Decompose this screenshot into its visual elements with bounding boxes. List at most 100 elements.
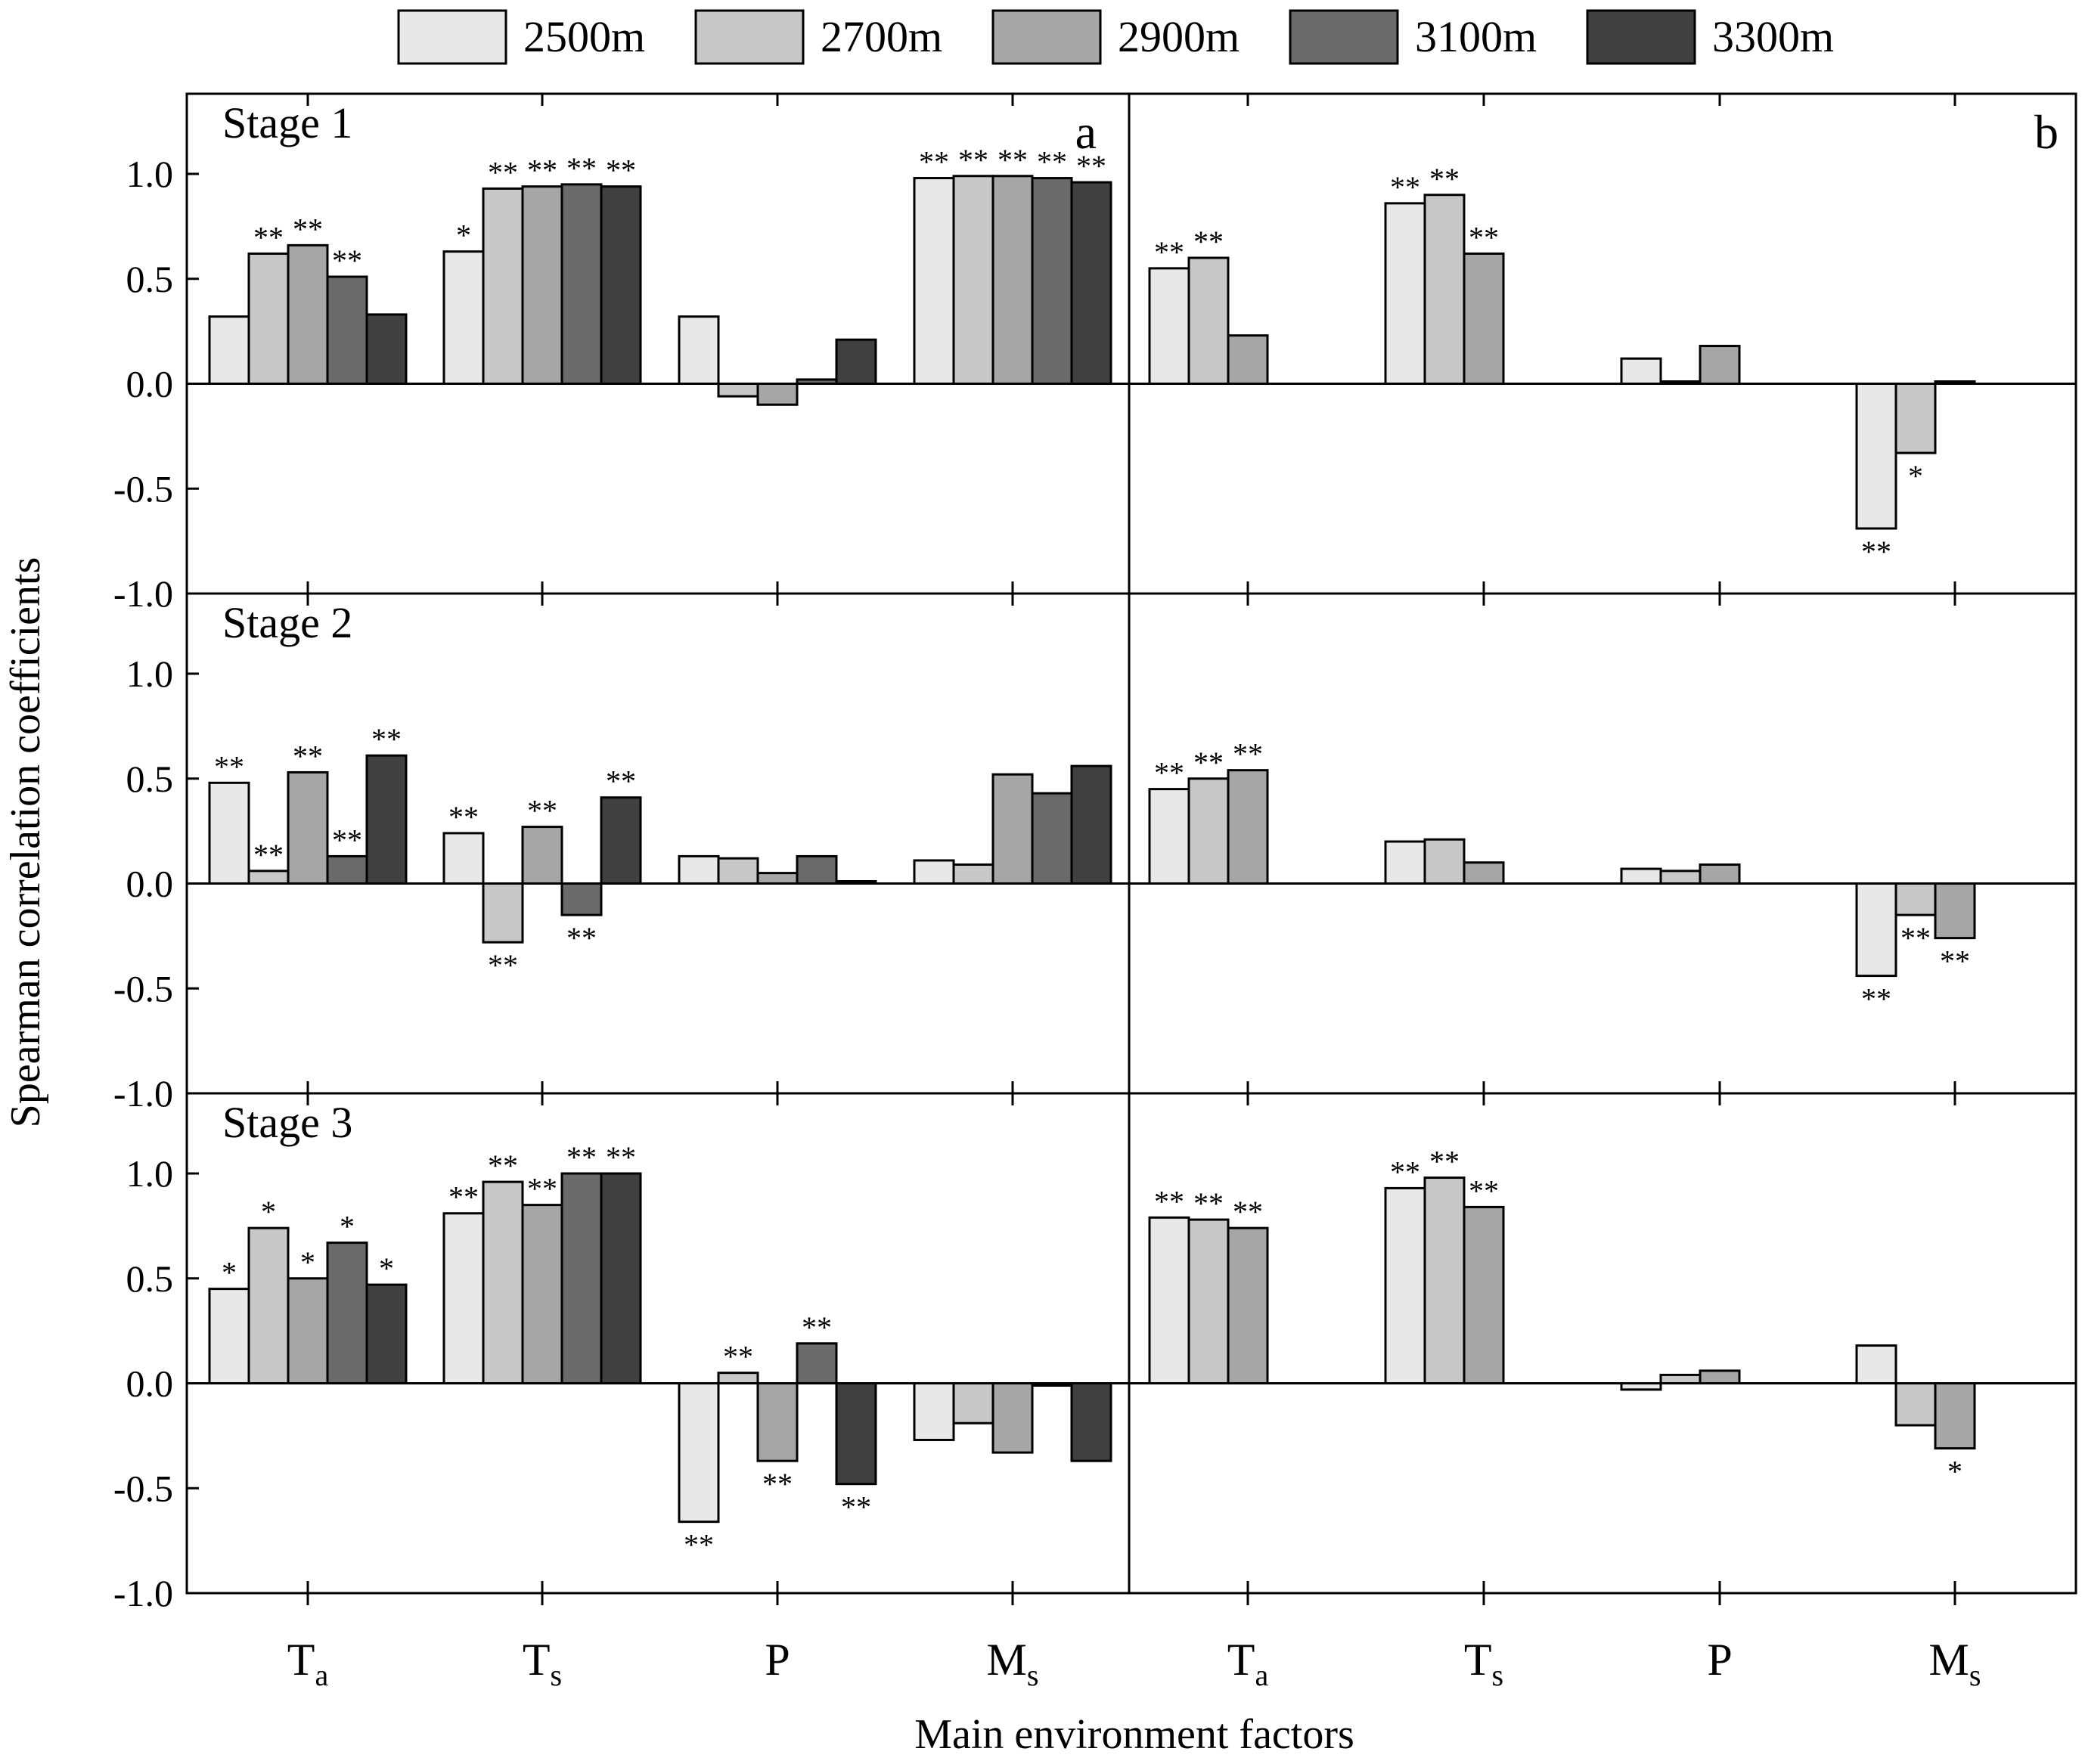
x-category-labels: Ta Ts P Ms Ta Ts P Ms [287,1593,1981,1692]
significance-label: ** [1390,170,1420,204]
y-tick-label: -0.5 [113,467,173,510]
bar [521,185,563,385]
significance-label: ** [1233,737,1263,771]
y-tick-label: 1.0 [126,1152,174,1195]
bar [247,1226,290,1385]
bar [1423,1177,1466,1385]
x-tick-label: Ms [1929,1635,1981,1692]
legend-item-1: 2700m [694,9,942,65]
bar [756,383,799,406]
bar-group-3: *** [1855,380,1976,569]
bar-group-0: ** ** ** [208,212,408,386]
significance-label: ** [1900,921,1931,955]
bar [678,854,720,885]
significance-label: ** [566,1140,597,1174]
bar [952,863,994,885]
significance-label: * [261,1195,276,1229]
bar [913,1382,955,1441]
significance-label: ** [1861,982,1891,1016]
significance-label: ** [1154,756,1184,790]
x-tick-label: Ta [1227,1635,1269,1692]
bar-group-0: * * * * * [208,1195,408,1385]
bar-group-3: * [1855,1344,1976,1489]
bar [208,315,250,386]
legend-label: 2700m [821,12,942,61]
significance-label: ** [606,153,636,188]
significance-label: ** [1193,1186,1224,1220]
stage-label: Stage 1 [222,98,352,147]
panel-column-b: ** ** ** ** ** ** [1148,737,1976,1016]
bar [1894,882,1937,916]
bar [1894,1382,1937,1427]
significance-label: ** [1193,746,1224,780]
significance-label: ** [488,1149,518,1183]
significance-label: ** [1469,220,1499,254]
bar [1187,777,1230,885]
significance-label: ** [332,243,362,277]
significance-label: ** [527,794,557,828]
bar [208,1288,250,1384]
bar [1031,792,1073,885]
bar [442,1212,485,1384]
bar [326,275,368,385]
significance-label: ** [488,155,518,189]
significance-label: ** [253,838,284,872]
bar [796,1342,838,1385]
significance-label: ** [448,800,479,834]
bar [287,243,329,385]
x-axis-title: Main environment factors [914,1711,1354,1758]
bar [1384,840,1426,885]
y-tick-label: -1.0 [113,1572,173,1614]
significance-label: ** [723,1340,753,1374]
bar [1855,383,1897,530]
significance-label: ** [762,1467,793,1501]
bar-group-0: ** ** ** [1148,1184,1269,1385]
bar-group-3 [913,1382,1112,1462]
bar [482,187,524,386]
bar [717,383,759,398]
bar [1699,1369,1741,1384]
bar [991,175,1034,385]
bar [717,1372,759,1384]
bar [326,1242,368,1384]
significance-label: * [300,1245,315,1279]
bar [991,1382,1034,1454]
bar [326,854,368,885]
bar [835,1382,877,1486]
significance-label: * [340,1210,355,1244]
bar [1894,383,1937,454]
bar [991,773,1034,885]
bar-group-0: ** ** ** [1148,737,1269,885]
significance-label: ** [293,739,323,773]
significance-label: ** [1233,1195,1263,1229]
bar [1934,1382,1976,1450]
bar [1384,1186,1426,1385]
significance-label: ** [293,212,323,246]
bar [1187,256,1230,385]
bar-group-1: ** ** ** [1384,162,1505,386]
bar [796,854,838,885]
bar [1148,267,1190,385]
bar [913,859,955,885]
significance-label: ** [1037,145,1067,179]
legend-swatch [991,9,1102,65]
bar [756,872,799,885]
bar [1070,1382,1112,1462]
panel-column-b: ** ** **** ***** [1148,1145,1976,1489]
bar [1227,769,1269,885]
significance-label: ** [841,1490,871,1524]
significance-label: ** [448,1180,479,1214]
legend-label: 3100m [1415,12,1537,61]
significance-label: ** [1193,225,1224,259]
bar [600,185,642,385]
bar [482,882,524,944]
bar [1070,181,1112,385]
bar [756,1382,799,1462]
panel-letter: b [2034,105,2059,159]
significance-label: ** [919,145,949,179]
bar [952,1382,994,1425]
stage-label: Stage 2 [222,598,352,647]
bar [442,250,485,385]
